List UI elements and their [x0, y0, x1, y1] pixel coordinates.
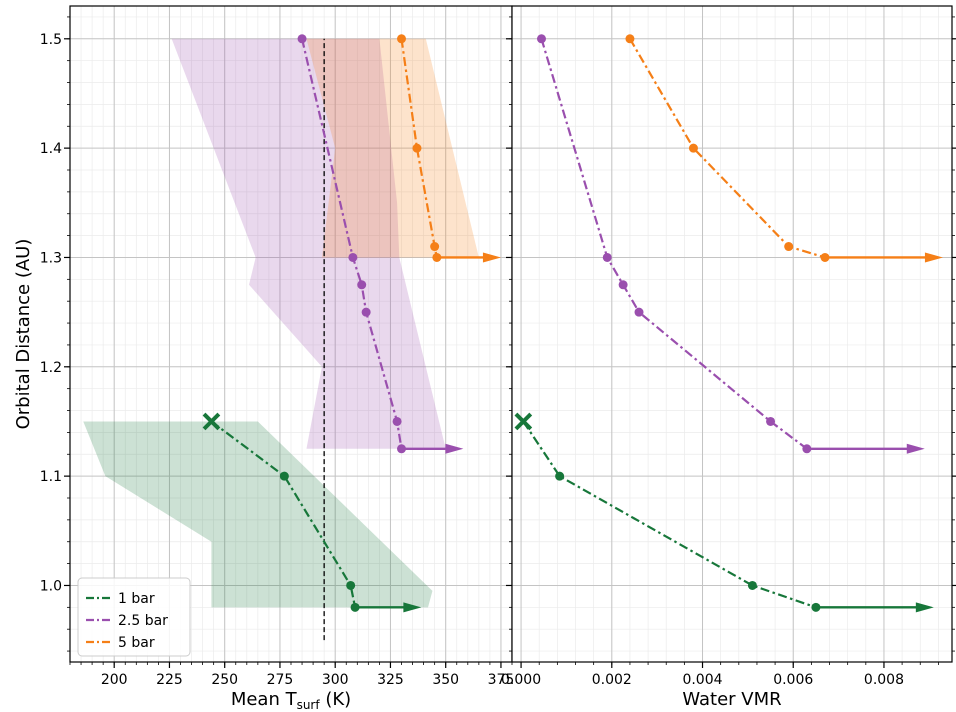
- data-point-5-bar: [432, 252, 442, 262]
- legend: 1 bar 2.5 bar 5 bar: [77, 577, 191, 657]
- x-tick-label: 200: [101, 672, 128, 688]
- right-x-tick-labels: 0.000 0.002 0.004 0.006 0.008: [501, 672, 904, 688]
- data-point-1-bar: [555, 471, 565, 481]
- series-arrowhead-1-bar: [915, 602, 934, 613]
- data-point-2-5-bar: [297, 34, 307, 44]
- series-line-1-bar: [522, 420, 817, 609]
- data-point-1-bar: [346, 580, 356, 590]
- series-line-1-bar: [210, 420, 357, 608]
- y-tick-label: 1.4: [40, 141, 62, 157]
- y-tick-label: 1.0: [40, 578, 62, 594]
- data-point-5-bar: [412, 143, 422, 153]
- y-tick-label: 1.2: [40, 360, 62, 376]
- data-point-2-5-bar: [348, 252, 358, 262]
- y-tick-label: 1.1: [40, 469, 62, 485]
- right-panel: 0.000 0.002 0.004 0.006 0.008 Water VMR: [501, 5, 956, 710]
- data-point-5-bar: [625, 34, 635, 44]
- right-plot-frame: [511, 5, 953, 663]
- left-x-axis-label-unit: (K): [320, 689, 352, 710]
- series-arrowhead-5-bar: [482, 252, 501, 263]
- data-point-x-marker-1-bar: [202, 412, 221, 431]
- series-arrowhead-2-5-bar: [445, 443, 464, 454]
- y-axis-label: Orbital Distance (AU): [13, 239, 34, 430]
- x-tick-label: 250: [211, 672, 238, 688]
- uncertainty-band-2-5-bar: [171, 38, 446, 449]
- data-point-2-5-bar: [361, 307, 371, 317]
- data-point-5-bar: [397, 34, 406, 44]
- x-tick-label: 0.002: [592, 672, 632, 688]
- data-point-5-bar: [430, 242, 440, 252]
- x-tick-label: 350: [432, 672, 459, 688]
- left-y-tick-labels: 1.0 1.1 1.2 1.3 1.4 1.5: [40, 32, 62, 595]
- data-point-5-bar: [688, 143, 698, 153]
- right-plot-background: [512, 6, 952, 662]
- uncertainty-band-1-bar: [83, 421, 433, 608]
- x-tick-label: 300: [322, 672, 349, 688]
- right-series: [514, 34, 943, 613]
- y-tick-label: 1.5: [40, 32, 62, 48]
- y-tick-label: 1.3: [40, 250, 62, 266]
- series-arrowhead-5-bar: [924, 252, 943, 263]
- x-tick-label: 0.000: [501, 672, 541, 688]
- legend-label-5-bar: 5 bar: [118, 635, 155, 651]
- series-arrowhead-2-5-bar: [906, 443, 925, 454]
- legend-label-1-bar: 1 bar: [118, 591, 155, 607]
- legend-label-2-5-bar: 2.5 bar: [118, 613, 168, 629]
- series-line-2-5-bar: [300, 38, 403, 449]
- data-point-2-5-bar: [602, 252, 612, 262]
- right-x-axis-label: Water VMR: [682, 689, 781, 710]
- data-point-2-5-bar: [634, 307, 644, 317]
- data-point-2-5-bar: [397, 444, 406, 454]
- left-series: [202, 34, 501, 613]
- uncertainty-band-5-bar: [306, 38, 479, 258]
- data-point-5-bar: [820, 252, 830, 262]
- data-point-1-bar: [350, 602, 360, 612]
- x-tick-label: 0.008: [864, 672, 904, 688]
- series-arrowhead-1-bar: [403, 602, 422, 613]
- right-grid: [512, 6, 952, 662]
- data-point-2-5-bar: [392, 416, 402, 426]
- x-tick-label: 0.004: [682, 672, 722, 688]
- left-uncertainty-bands: [83, 38, 479, 608]
- data-point-2-5-bar: [766, 416, 776, 426]
- x-tick-label: 325: [377, 672, 404, 688]
- data-point-2-5-bar: [536, 34, 546, 44]
- data-point-1-bar: [279, 471, 289, 481]
- x-tick-label: 375: [488, 672, 515, 688]
- x-tick-label: 0.006: [773, 672, 813, 688]
- data-point-2-5-bar: [802, 444, 812, 454]
- left-x-tick-labels: 200 225 250 275 300 325 350 375: [101, 672, 514, 688]
- data-point-1-bar: [811, 602, 821, 612]
- left-x-axis-label-subscript: surf: [297, 698, 321, 712]
- left-panel: 200 225 250 275 300 325 350 375 1.0 1.1 1.2 1.3 1.4…: [13, 5, 518, 712]
- data-point-2-5-bar: [618, 280, 628, 290]
- x-tick-label: 275: [267, 672, 294, 688]
- data-point-2-5-bar: [357, 280, 367, 290]
- data-point-x-marker-1-bar: [514, 412, 533, 431]
- data-point-5-bar: [784, 242, 794, 252]
- series-line-2-5-bar: [540, 38, 808, 450]
- left-grid: [69, 6, 513, 662]
- left-x-axis-label: Mean Tsurf (K): [231, 689, 351, 712]
- series-line-5-bar: [628, 38, 826, 259]
- data-point-1-bar: [747, 580, 757, 590]
- x-tick-label: 225: [156, 672, 183, 688]
